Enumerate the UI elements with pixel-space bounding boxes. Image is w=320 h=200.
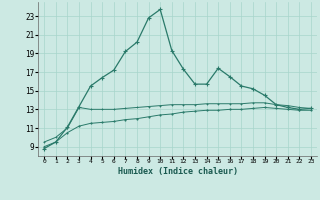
X-axis label: Humidex (Indice chaleur): Humidex (Indice chaleur): [118, 167, 238, 176]
